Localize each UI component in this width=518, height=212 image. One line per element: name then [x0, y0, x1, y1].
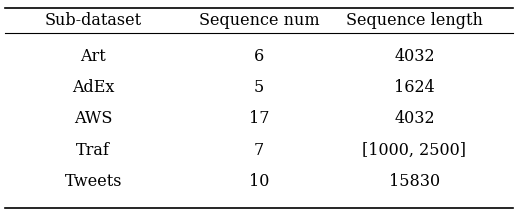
Text: AWS: AWS: [74, 110, 112, 127]
Text: AdEx: AdEx: [72, 79, 114, 96]
Text: 4032: 4032: [394, 48, 435, 65]
Text: 15830: 15830: [389, 173, 440, 190]
Text: Art: Art: [80, 48, 106, 65]
Text: 5: 5: [254, 79, 264, 96]
Text: 4032: 4032: [394, 110, 435, 127]
Text: 17: 17: [249, 110, 269, 127]
Text: [1000, 2500]: [1000, 2500]: [363, 142, 466, 159]
Text: 10: 10: [249, 173, 269, 190]
Text: 1624: 1624: [394, 79, 435, 96]
Text: Sub-dataset: Sub-dataset: [45, 12, 142, 29]
Text: Sequence num: Sequence num: [199, 12, 319, 29]
Text: Traf: Traf: [76, 142, 110, 159]
Text: Sequence length: Sequence length: [346, 12, 483, 29]
Text: 7: 7: [254, 142, 264, 159]
Text: 6: 6: [254, 48, 264, 65]
Text: Tweets: Tweets: [64, 173, 122, 190]
